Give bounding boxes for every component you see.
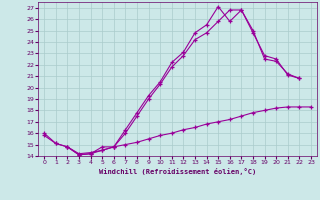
X-axis label: Windchill (Refroidissement éolien,°C): Windchill (Refroidissement éolien,°C) [99,168,256,175]
